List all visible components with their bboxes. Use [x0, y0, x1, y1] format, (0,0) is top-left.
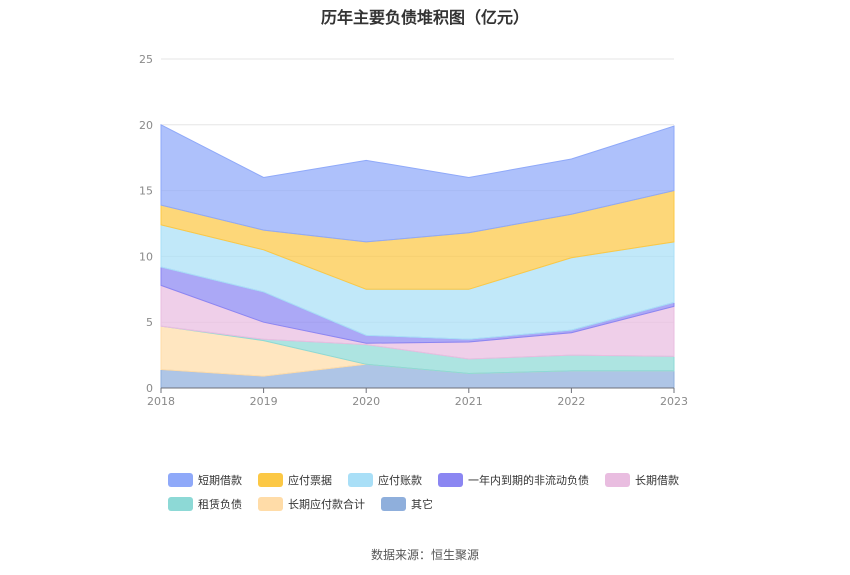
legend-swatch	[438, 473, 463, 487]
x-tick-label: 2018	[147, 395, 175, 408]
legend-item[interactable]: 长期借款	[605, 472, 679, 488]
legend-swatch	[258, 497, 283, 511]
legend-swatch	[168, 473, 193, 487]
legend-label: 长期应付款合计	[288, 498, 365, 511]
legend-item[interactable]: 应付票据	[258, 472, 332, 488]
data-source-note: 数据来源：恒生聚源	[370, 548, 479, 562]
x-tick-label: 2023	[660, 395, 688, 408]
x-tick-label: 2022	[557, 395, 585, 408]
x-tick-label: 2021	[455, 395, 483, 408]
legend-label: 租赁负债	[198, 498, 242, 511]
legend-swatch	[348, 473, 373, 487]
legend-swatch	[168, 497, 193, 511]
x-tick-label: 2020	[352, 395, 380, 408]
y-tick-label: 5	[146, 316, 153, 329]
y-tick-label: 0	[146, 382, 153, 395]
y-tick-label: 20	[139, 119, 153, 132]
y-tick-label: 25	[139, 53, 153, 66]
legend-label: 一年内到期的非流动负债	[468, 474, 589, 487]
legend-label: 短期借款	[198, 474, 242, 487]
legend-swatch	[258, 473, 283, 487]
legend-item[interactable]: 短期借款	[168, 472, 242, 488]
legend-item[interactable]: 应付账款	[348, 472, 422, 488]
legend-label: 应付账款	[378, 474, 422, 487]
y-tick-label: 15	[139, 185, 153, 198]
x-tick-label: 2019	[250, 395, 278, 408]
legend-item[interactable]: 租赁负债	[168, 496, 242, 512]
stacked-areas	[160, 123, 675, 389]
legend-label: 其它	[411, 498, 433, 511]
legend-swatch	[381, 497, 406, 511]
y-tick-label: 10	[139, 250, 153, 263]
chart-title: 历年主要负债堆积图（亿元）	[320, 8, 529, 27]
legend-item[interactable]: 长期应付款合计	[258, 496, 365, 512]
legend-label: 应付票据	[288, 474, 332, 487]
axes: 0 5 10 15 20 25 2018 2019 2020 2021 2022 2023	[139, 53, 688, 408]
legend-swatch	[605, 473, 630, 487]
legend-label: 长期借款	[635, 474, 679, 487]
area-series	[160, 123, 675, 243]
legend-item[interactable]: 一年内到期的非流动负债	[438, 472, 589, 488]
chart-legend: 短期借款 应付票据 应付账款 一年内到期的非流动负债 长期借款租赁负债 长期应付款合计 其它	[168, 472, 728, 512]
legend-item[interactable]: 其它	[381, 496, 433, 512]
